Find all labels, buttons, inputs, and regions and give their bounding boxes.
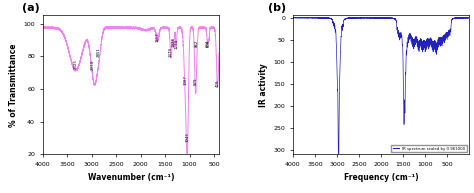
Text: 2851: 2851 bbox=[97, 47, 101, 57]
X-axis label: Wavenumber (cm⁻¹): Wavenumber (cm⁻¹) bbox=[88, 173, 174, 182]
Text: 879: 879 bbox=[193, 77, 198, 85]
Text: 1274: 1274 bbox=[174, 39, 178, 49]
Text: 2974: 2974 bbox=[91, 60, 95, 70]
Text: (b): (b) bbox=[268, 3, 286, 13]
Text: 1045: 1045 bbox=[185, 132, 189, 142]
Text: (a): (a) bbox=[21, 3, 39, 13]
X-axis label: Frequency (cm⁻¹): Frequency (cm⁻¹) bbox=[344, 173, 419, 182]
Text: 634: 634 bbox=[206, 40, 210, 47]
Text: 3325: 3325 bbox=[74, 59, 78, 69]
Text: 1087: 1087 bbox=[183, 75, 187, 85]
Y-axis label: % of Transmittance: % of Transmittance bbox=[9, 43, 18, 127]
Text: 605: 605 bbox=[207, 40, 211, 47]
Text: 1328: 1328 bbox=[172, 37, 175, 47]
Text: 1379: 1379 bbox=[169, 47, 173, 57]
Text: 428: 428 bbox=[216, 79, 219, 86]
Y-axis label: IR activity: IR activity bbox=[259, 63, 268, 107]
Text: 862: 862 bbox=[194, 40, 198, 47]
Text: 1654: 1654 bbox=[155, 33, 160, 42]
Legend: IR spectrum scaled by 0.961000: IR spectrum scaled by 0.961000 bbox=[392, 145, 467, 152]
